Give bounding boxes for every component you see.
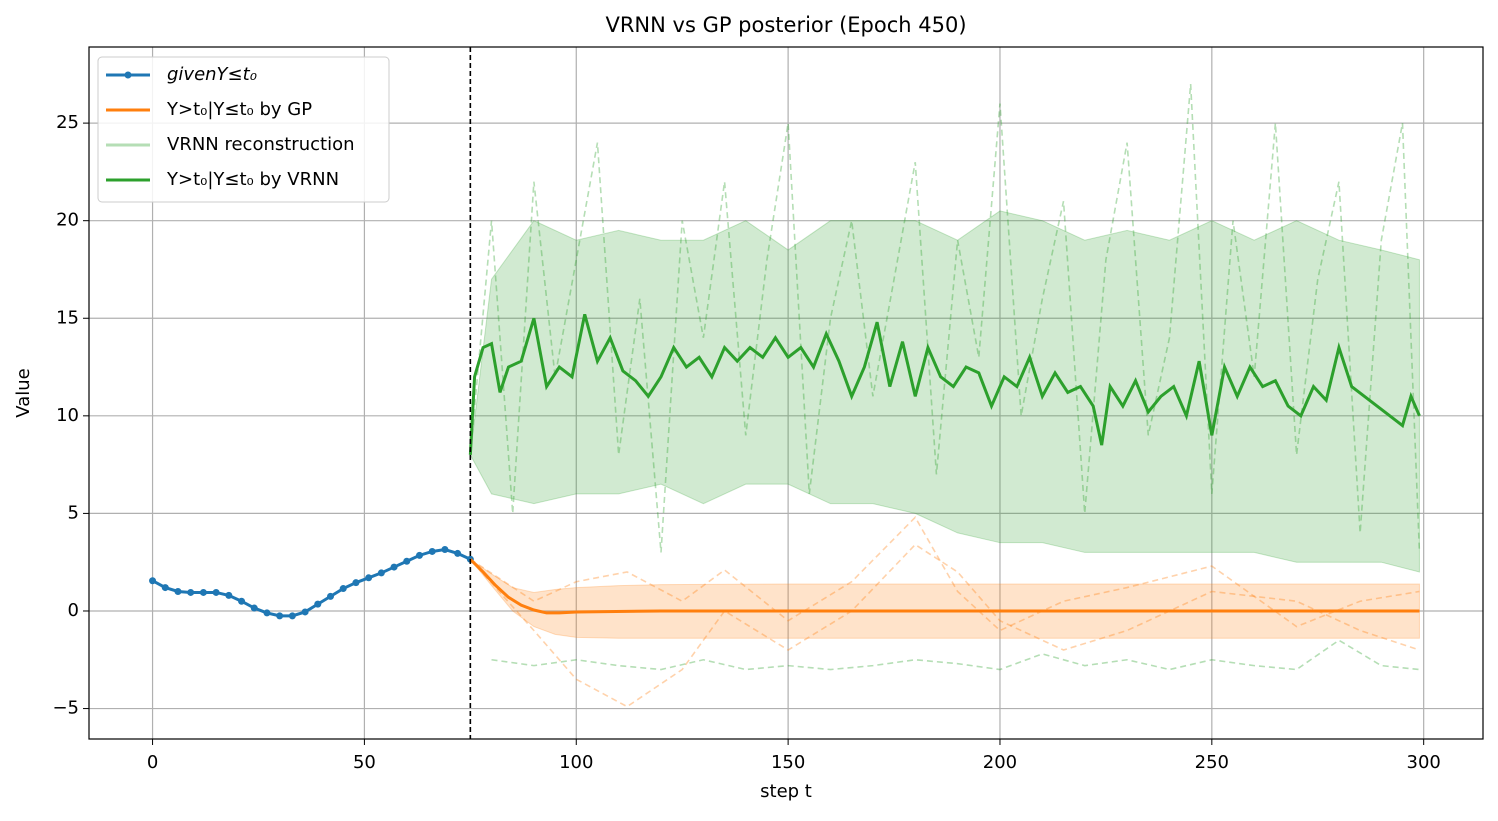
data-point xyxy=(454,549,462,557)
chart-title: VRNN vs GP posterior (Epoch 450) xyxy=(605,13,966,37)
data-point xyxy=(377,569,385,577)
x-tick-label: 300 xyxy=(1407,752,1441,773)
legend-label: Y>t₀|Y≤t₀ by VRNN xyxy=(166,169,339,190)
data-point xyxy=(199,588,207,596)
legend-marker xyxy=(124,71,132,79)
data-point xyxy=(301,608,309,616)
data-point xyxy=(212,588,220,596)
data-point xyxy=(225,591,233,599)
data-point xyxy=(365,574,373,582)
y-tick-label: 0 xyxy=(68,600,79,621)
data-point xyxy=(288,612,296,620)
y-tick-label: 20 xyxy=(56,210,79,231)
x-tick-label: 50 xyxy=(353,752,376,773)
data-point xyxy=(276,612,284,620)
legend: givenY≤t₀ Y>t₀|Y≤t₀ by GP VRNN reconstruct… xyxy=(97,56,390,203)
y-axis-label: Value xyxy=(13,368,34,417)
series-line xyxy=(469,84,1421,553)
data-point xyxy=(314,600,322,608)
plot-area xyxy=(149,84,1421,708)
series-line xyxy=(151,547,471,618)
data-point xyxy=(428,547,436,555)
data-point xyxy=(238,597,246,605)
data-point xyxy=(441,546,449,554)
y-tick-label: 15 xyxy=(56,307,79,328)
x-tick-label: 100 xyxy=(559,752,593,773)
y-tick-label: 5 xyxy=(68,502,79,523)
data-point xyxy=(352,579,360,587)
sample-line xyxy=(469,543,1420,708)
y-tick-label: 25 xyxy=(56,112,79,133)
x-tick-label: 150 xyxy=(771,752,805,773)
series-line xyxy=(469,558,1420,615)
x-axis-label: step t xyxy=(760,781,812,802)
data-point xyxy=(250,604,258,612)
data-point xyxy=(263,609,271,617)
legend-label: givenY≤t₀ xyxy=(167,64,257,85)
data-point xyxy=(187,588,195,596)
confidence-band xyxy=(469,210,1420,573)
series-line xyxy=(468,313,1421,455)
data-point xyxy=(327,592,335,600)
data-point xyxy=(174,587,182,595)
data-point xyxy=(415,551,423,559)
data-point xyxy=(161,584,169,592)
y-tick-label: −5 xyxy=(52,698,79,719)
data-point xyxy=(339,585,347,593)
confidence-band xyxy=(469,558,1420,639)
legend-label: VRNN reconstruction xyxy=(167,134,355,155)
sample-line xyxy=(469,515,1420,632)
legend-label: Y>t₀|Y≤t₀ by GP xyxy=(166,99,312,120)
x-tick-label: 200 xyxy=(983,752,1017,773)
x-tick-label: 0 xyxy=(147,752,158,773)
plot-frame xyxy=(88,46,1484,740)
data-point xyxy=(390,563,398,571)
data-point xyxy=(403,557,411,565)
sample-line xyxy=(491,639,1420,671)
x-tick-label: 250 xyxy=(1195,752,1229,773)
data-point xyxy=(149,577,157,585)
y-tick-label: 10 xyxy=(56,405,79,426)
legend-box xyxy=(97,56,390,203)
